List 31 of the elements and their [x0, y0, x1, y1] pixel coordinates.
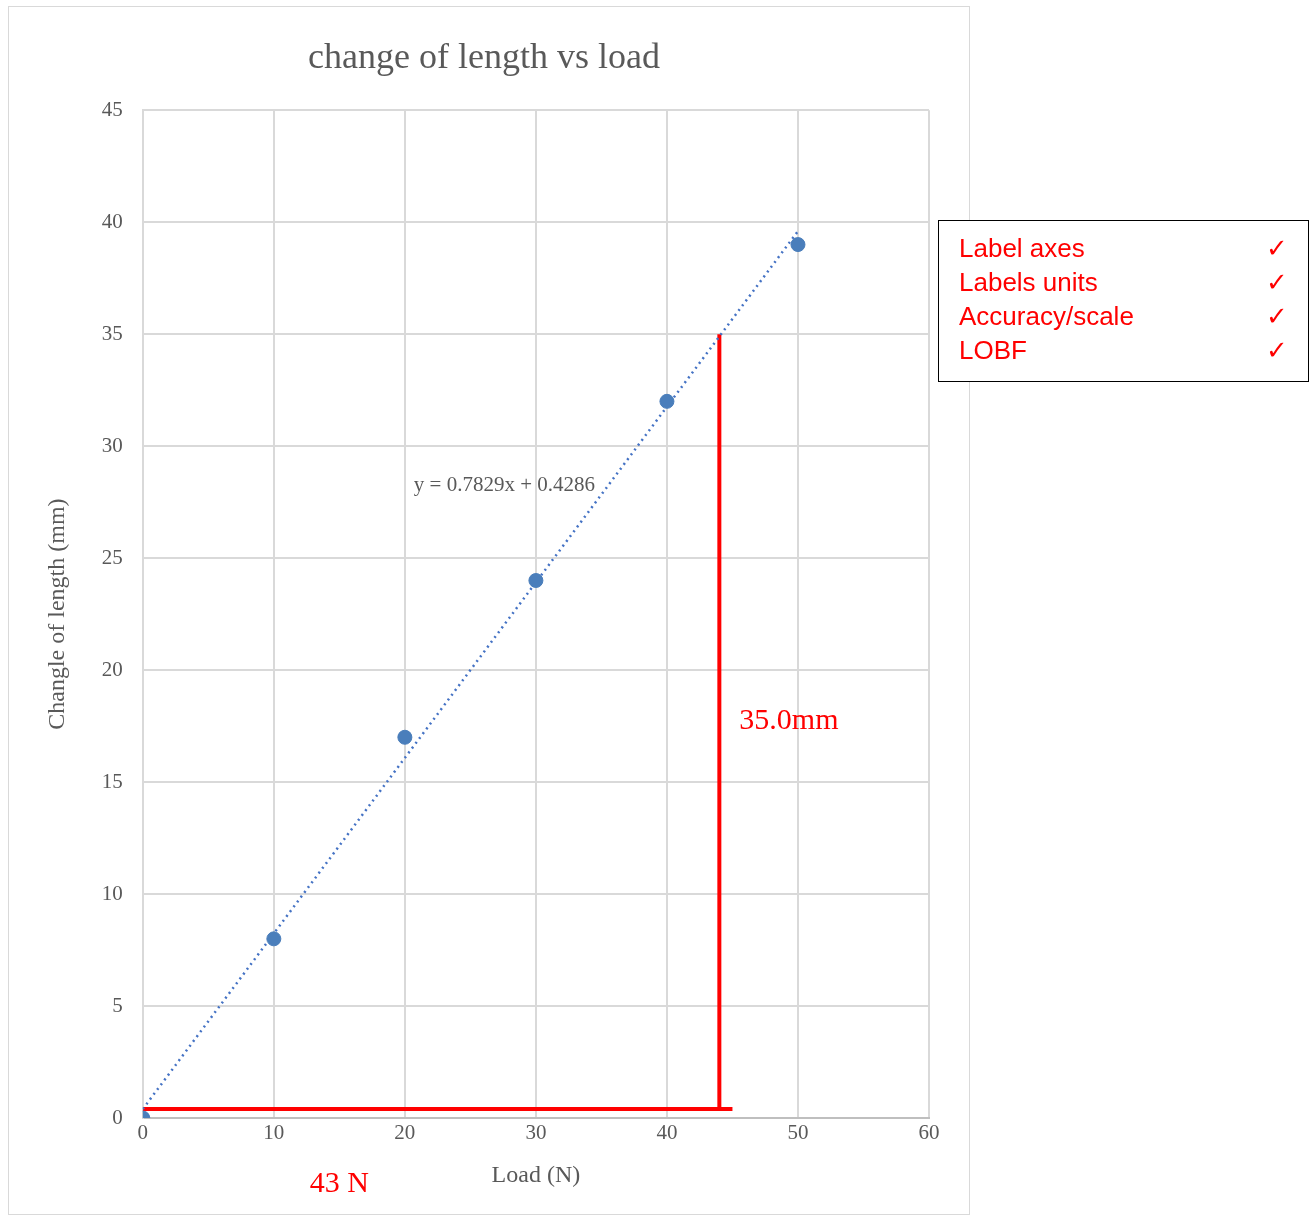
- y-tick-label: 0: [112, 1104, 123, 1129]
- chart-title: change of length vs load: [308, 36, 660, 77]
- y-tick-label: 5: [112, 992, 123, 1017]
- text: ✓: [1266, 334, 1288, 367]
- x-tick-label: 30: [525, 1120, 547, 1145]
- x-tick-label: 50: [787, 1120, 809, 1145]
- annotation: y = 0.7829x + 0.4286: [413, 471, 596, 496]
- y-tick-label: 30: [101, 432, 123, 457]
- text: Label axes: [959, 232, 1086, 265]
- y-tick-label: 45: [101, 96, 123, 121]
- y-axis-title: Changle of length (mm): [42, 498, 69, 730]
- y-tick-label: 10: [101, 880, 123, 905]
- text: ✓: [1266, 266, 1288, 299]
- y-tick-label: 40: [101, 208, 123, 233]
- x-tick-label: 40: [656, 1120, 678, 1145]
- x-tick-label: 60: [918, 1120, 940, 1145]
- text: Labels units: [959, 266, 1099, 299]
- text: Accuracy/scale: [959, 300, 1135, 333]
- series-label: 43 N: [309, 1164, 369, 1198]
- y-tick-label: 25: [101, 544, 123, 569]
- x-tick-label: 20: [394, 1120, 416, 1145]
- text: ✓: [1266, 300, 1288, 333]
- y-tick-label: 35: [101, 320, 123, 345]
- x-tick-label: 10: [263, 1120, 285, 1145]
- x-axis-title: Load (N): [491, 1160, 581, 1187]
- y-tick-label: 15: [101, 768, 123, 793]
- y-tick-label: 20: [101, 656, 123, 681]
- text: LOBF: [959, 334, 1028, 367]
- series-label: 35.0mm: [739, 702, 839, 736]
- text: ✓: [1266, 232, 1288, 265]
- x-tick-label: 0: [137, 1120, 149, 1145]
